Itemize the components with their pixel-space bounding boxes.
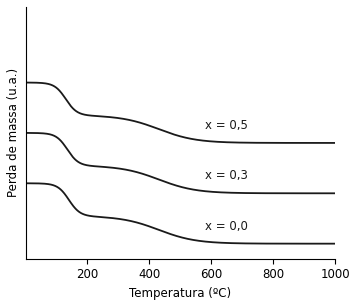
Y-axis label: Perda de massa (u.a.): Perda de massa (u.a.) — [7, 68, 20, 197]
Text: x = 0,3: x = 0,3 — [205, 169, 248, 182]
Text: x = 0,0: x = 0,0 — [205, 220, 248, 233]
Text: x = 0,5: x = 0,5 — [205, 119, 248, 132]
X-axis label: Temperatura (ºC): Temperatura (ºC) — [129, 287, 231, 300]
